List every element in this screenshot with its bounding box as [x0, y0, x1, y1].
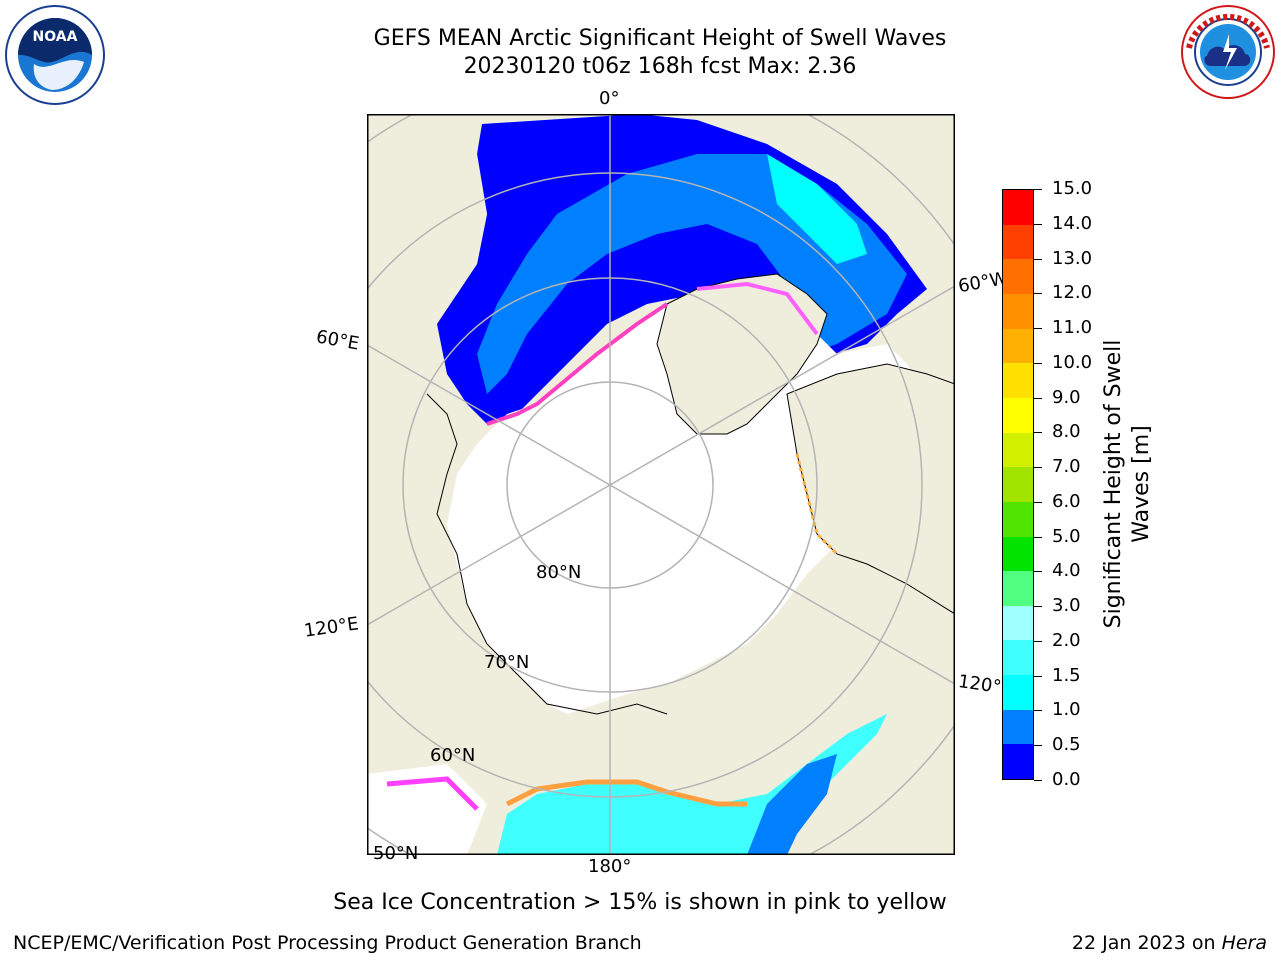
colorbar-segment — [1003, 363, 1033, 398]
colorbar-segment — [1003, 467, 1033, 502]
colorbar-tick-label: 10.0 — [1052, 351, 1093, 373]
ocean-norway-light — [367, 114, 487, 334]
label-70n: 70°N — [484, 652, 530, 673]
colorbar-segment — [1003, 259, 1033, 295]
colorbar-tick-label: 14.0 — [1052, 212, 1093, 234]
colorbar-tick — [1034, 362, 1042, 364]
russia-coast — [426, 393, 668, 715]
colorbar-tick-label: 9.0 — [1052, 386, 1081, 408]
colorbar-tick-label: 7.0 — [1052, 456, 1081, 478]
colorbar-tick-label: 15.0 — [1052, 178, 1093, 199]
polar-map — [367, 114, 955, 855]
label-60n: 60°N — [430, 745, 476, 766]
colorbar-tick-label: 1.0 — [1052, 699, 1081, 721]
colorbar-tick-label: 13.0 — [1052, 247, 1093, 269]
okhotsk-ice-edge — [386, 776, 479, 811]
colorbar-tick — [1034, 223, 1042, 225]
colorbar-segment — [1003, 605, 1033, 641]
caption: Sea Ice Concentration > 15% is shown in … — [333, 890, 947, 915]
colorbar-tick-label: 5.0 — [1052, 525, 1081, 547]
colorbar-tick-label: 1.5 — [1052, 664, 1081, 686]
colorbar-tick — [1034, 536, 1042, 538]
colorbar-segment — [1003, 432, 1033, 468]
chart-subtitle: 20230120 t06z 168h fcst Max: 2.36 — [463, 54, 857, 79]
colorbar-tick — [1034, 501, 1042, 503]
ocean-pacific-blue — [747, 754, 837, 855]
colorbar-tick — [1034, 745, 1042, 747]
footer-date: 22 Jan 2023 on — [1071, 932, 1222, 954]
colorbar-segment — [1003, 328, 1033, 364]
colorbar-tick — [1034, 780, 1042, 781]
colorbar-segment — [1003, 675, 1033, 710]
colorbar-segment — [1003, 744, 1033, 779]
map-frame — [367, 114, 955, 855]
graticule — [367, 114, 955, 855]
colorbar-tick-label: 4.0 — [1052, 560, 1081, 582]
colorbar-tick — [1034, 432, 1042, 434]
nws-logo — [1181, 5, 1275, 99]
colorbar-segment — [1003, 640, 1033, 676]
colorbar-tick-label: 11.0 — [1052, 317, 1093, 339]
ice-edge-atlantic — [486, 302, 669, 426]
label-60e: 60°E — [314, 326, 361, 355]
footer-left: NCEP/EMC/Verification Post Processing Pr… — [13, 932, 642, 954]
colorbar-tick — [1034, 189, 1042, 190]
label-180: 180° — [588, 856, 632, 877]
colorbar-tick — [1034, 258, 1042, 260]
colorbar-segment — [1003, 501, 1033, 537]
label-50n: 50°N — [373, 843, 419, 864]
label-120w: 120° — [956, 671, 1003, 698]
colorbar-tick — [1034, 710, 1042, 712]
ice-edge-atlantic-2 — [696, 281, 819, 336]
colorbar-tick-label: 0.5 — [1052, 734, 1081, 756]
colorbar-tick-label: 12.0 — [1052, 282, 1093, 304]
chart-title: GEFS MEAN Arctic Significant Height of S… — [373, 26, 947, 51]
colorbar-segment — [1003, 397, 1033, 433]
canada-arctic — [786, 363, 955, 615]
colorbar-tick — [1034, 467, 1042, 469]
colorbar-tick-label: 6.0 — [1052, 490, 1081, 512]
noaa-logo-text: NOAA — [33, 29, 78, 45]
colorbar-tick — [1034, 606, 1042, 608]
colorbar-segment — [1003, 190, 1033, 225]
colorbar-segment — [1003, 224, 1033, 260]
colorbar-tick-label: 3.0 — [1052, 595, 1081, 617]
colorbar-segment — [1003, 709, 1033, 745]
colorbar-tick — [1034, 293, 1042, 295]
ocean-band-cyan — [767, 154, 867, 264]
colorbar-tick-label: 0.0 — [1052, 769, 1081, 790]
colorbar-label: Significant Height of Swell Waves [m] — [1101, 339, 1154, 629]
colorbar-tick — [1034, 397, 1042, 399]
colorbar-segment — [1003, 536, 1033, 572]
footer-host: Hera — [1221, 932, 1267, 954]
label-120e: 120°E — [302, 613, 360, 642]
colorbar — [1002, 189, 1034, 780]
label-80n: 80°N — [536, 562, 582, 583]
colorbar-tick — [1034, 675, 1042, 677]
colorbar-tick — [1034, 640, 1042, 642]
greenland — [656, 273, 828, 435]
label-0: 0° — [599, 88, 620, 109]
footer-right: 22 Jan 2023 on Hera — [1072, 932, 1267, 954]
colorbar-tick — [1034, 571, 1042, 573]
colorbar-segment — [1003, 294, 1033, 329]
colorbar-tick-label: 2.0 — [1052, 629, 1081, 651]
colorbar-tick-label: 8.0 — [1052, 421, 1081, 443]
noaa-logo: NOAA — [5, 5, 105, 105]
colorbar-segment — [1003, 571, 1033, 606]
colorbar-tick — [1034, 328, 1042, 330]
